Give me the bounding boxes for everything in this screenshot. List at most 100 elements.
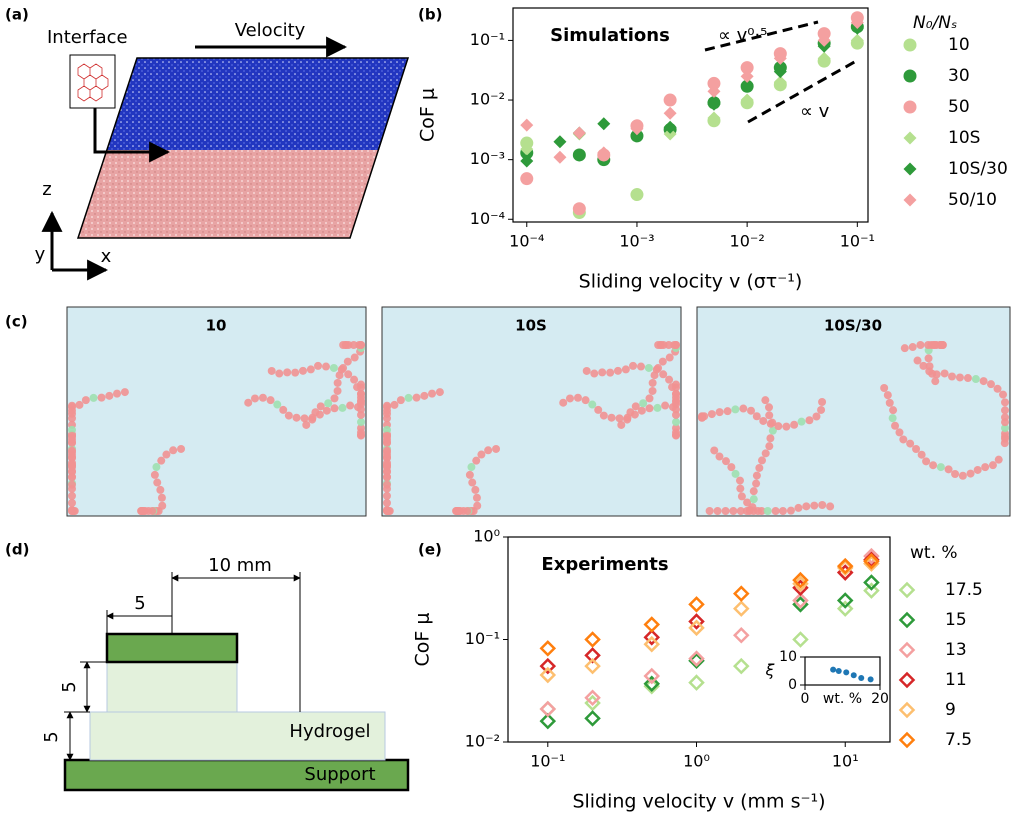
y-tick-label: 0 <box>788 677 797 693</box>
bead <box>68 498 76 507</box>
bead <box>763 507 772 515</box>
panel-label: (d) <box>5 541 29 559</box>
bead <box>710 446 719 455</box>
legend-marker <box>903 69 917 83</box>
bead <box>715 408 724 417</box>
bead <box>623 415 632 424</box>
bead <box>637 362 646 371</box>
bead <box>465 470 474 479</box>
data-point <box>850 15 864 29</box>
legend-marker <box>903 38 917 52</box>
legend-label: 50 <box>948 97 970 117</box>
bead <box>152 463 161 472</box>
bottom-slab <box>78 150 379 238</box>
bead <box>626 408 635 417</box>
bead <box>629 361 638 370</box>
bead <box>357 405 365 414</box>
bead <box>467 463 476 472</box>
data-point <box>707 84 721 98</box>
bead <box>68 431 76 440</box>
bead <box>818 398 827 407</box>
panel-c: 10 10S 10S/30 <box>66 306 1011 517</box>
panel-label: (b) <box>418 6 442 24</box>
bead <box>559 398 568 407</box>
bead <box>721 507 730 515</box>
legend-title: wt. % <box>910 543 958 563</box>
bead <box>723 407 732 416</box>
bead <box>162 450 171 459</box>
data-point <box>850 672 857 679</box>
y-tick-label: 10⁻⁴ <box>470 209 505 228</box>
bead <box>150 470 159 479</box>
data-point <box>773 65 787 79</box>
bead <box>715 452 724 461</box>
bead <box>484 446 493 455</box>
y-tick-label: 10⁰ <box>473 527 500 546</box>
bead <box>357 410 365 419</box>
bead <box>350 375 359 384</box>
legend-label: 17.5 <box>945 580 983 600</box>
bead <box>755 463 764 472</box>
bead <box>672 418 680 427</box>
bead <box>818 501 827 510</box>
bead <box>919 361 928 370</box>
data-point <box>663 106 677 120</box>
bead <box>383 425 391 434</box>
bead <box>749 495 758 504</box>
bead <box>790 420 799 429</box>
dimension-label: 5 <box>59 681 80 692</box>
bead <box>794 503 803 512</box>
data-point <box>836 592 854 609</box>
bead <box>329 363 338 372</box>
bead <box>330 404 339 413</box>
bead <box>936 341 945 349</box>
bead <box>668 383 677 392</box>
bead <box>266 396 275 405</box>
legend-label: 13 <box>945 640 967 660</box>
bead <box>971 375 980 384</box>
data-point <box>584 647 601 664</box>
data-point <box>773 75 787 89</box>
legend-label: 11 <box>945 670 967 690</box>
slope-guide <box>747 58 859 124</box>
bead <box>113 389 122 398</box>
bead <box>357 398 365 407</box>
chart-title: Simulations <box>550 25 670 46</box>
bead <box>973 465 982 474</box>
bead <box>752 412 761 421</box>
bead <box>68 446 76 455</box>
panel-label: (e) <box>418 541 442 559</box>
dimension-label: 10 mm <box>208 555 272 576</box>
data-point <box>572 202 586 216</box>
bead <box>322 406 331 415</box>
bead <box>428 389 437 398</box>
bead <box>404 393 413 402</box>
bead <box>383 438 391 447</box>
data-point <box>584 689 601 707</box>
x-axis-label: wt. % <box>823 691 862 707</box>
bead <box>930 341 939 349</box>
bead <box>75 400 84 409</box>
legend-label: 10S/30 <box>948 159 1008 179</box>
bead <box>308 415 317 424</box>
data-point <box>643 675 661 693</box>
bead <box>931 377 940 386</box>
data-point <box>584 631 601 648</box>
interface-inset <box>69 54 116 109</box>
bead <box>889 406 898 415</box>
bead <box>747 406 756 415</box>
legend-label: 15 <box>945 610 967 630</box>
bead <box>885 398 894 407</box>
data-point <box>773 51 787 65</box>
y-tick-label: 10⁻¹ <box>470 30 505 49</box>
bead <box>594 405 603 414</box>
axis-letter: y <box>35 244 46 265</box>
x-axis-label: Sliding velocity v (στ⁻¹) <box>579 271 803 293</box>
bead <box>472 456 481 465</box>
bead <box>948 372 957 381</box>
annotation: ∝ v⁰·⁵ <box>718 25 767 46</box>
data-point <box>643 667 661 685</box>
bead <box>420 391 429 400</box>
data-point <box>663 120 677 134</box>
annotation: ∝ v <box>800 101 830 122</box>
